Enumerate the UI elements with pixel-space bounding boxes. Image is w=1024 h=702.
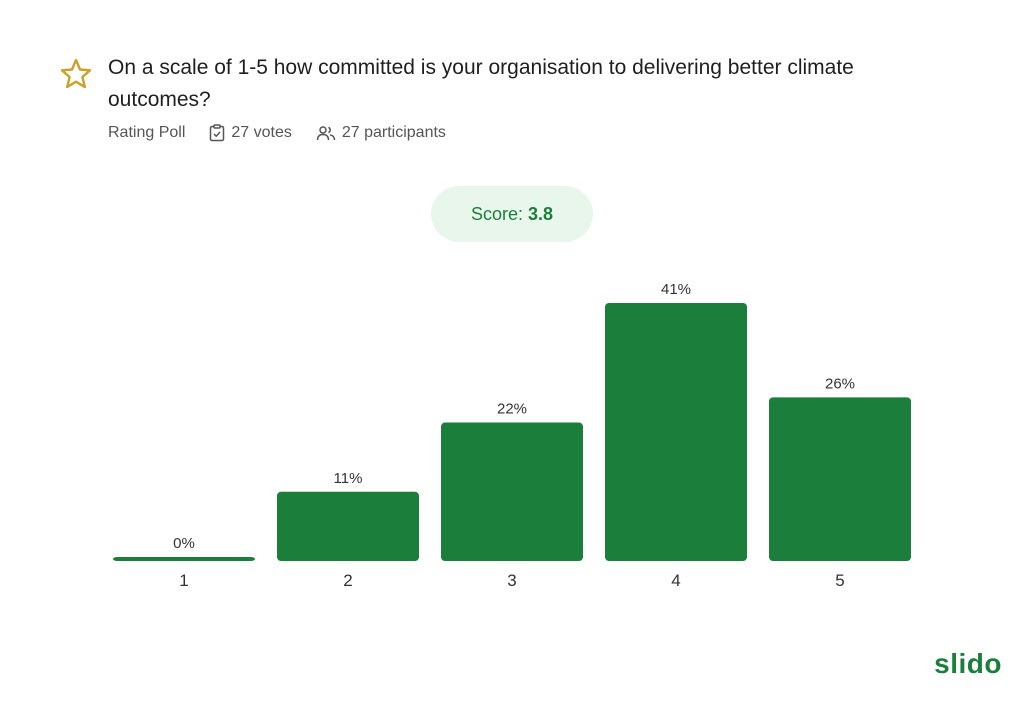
star-icon [60, 58, 92, 89]
score-badge: Score: 3.8 [431, 186, 593, 242]
slido-logo: slido [934, 648, 1002, 679]
poll-type-label: Rating Poll [108, 124, 186, 141]
bar-1 [113, 557, 255, 561]
votes-count: 27 votes [209, 124, 292, 142]
score-label: Score: [470, 203, 523, 224]
score-value: 3.8 [528, 203, 554, 224]
people-icon [316, 126, 336, 141]
x-tick-label-2: 2 [343, 571, 352, 590]
votes-label: 27 votes [231, 124, 292, 141]
data-label-3: 22% [497, 401, 527, 418]
data-label-4: 41% [661, 281, 691, 298]
data-label-5: 26% [825, 375, 855, 392]
bar-5 [769, 397, 911, 561]
x-tick-label-1: 1 [179, 571, 188, 590]
bar-3 [441, 422, 583, 561]
bar-2 [277, 491, 419, 561]
question-title: On a scale of 1-5 how committed is your … [108, 56, 854, 111]
participants-count: 27 participants [316, 124, 446, 142]
participants-label: 27 participants [341, 124, 446, 141]
x-tick-label-4: 4 [671, 571, 680, 590]
poll-meta: Rating Poll 27 votes 27 participants [108, 124, 470, 142]
clipboard-check-icon [210, 124, 225, 142]
bar-4 [605, 303, 747, 561]
x-tick-label-3: 3 [507, 571, 516, 590]
data-label-2: 11% [334, 470, 363, 487]
data-label-1: 0% [173, 535, 195, 552]
x-tick-label-5: 5 [835, 571, 844, 590]
